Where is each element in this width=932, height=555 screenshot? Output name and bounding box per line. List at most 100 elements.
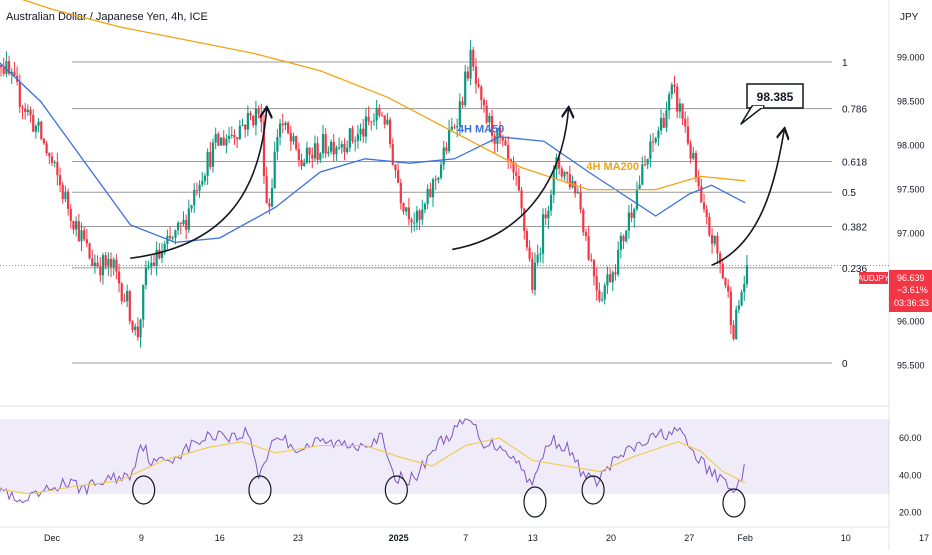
candle-body <box>37 121 40 126</box>
candle-body <box>179 222 182 225</box>
candle-body <box>665 110 668 128</box>
ma200-label: 4H MA200 <box>586 161 639 173</box>
candle-body <box>415 210 419 223</box>
candle-body <box>13 71 16 76</box>
candle-body <box>354 140 357 142</box>
fib-label-4: 0.382 <box>842 223 867 234</box>
price-tick-1: 98.500 <box>897 97 925 107</box>
candle-body <box>662 117 665 128</box>
candle-body <box>64 191 67 200</box>
fib-label-6: 0 <box>842 359 848 370</box>
candle-body <box>493 135 496 144</box>
rsi-circle-1 <box>248 475 272 505</box>
rsi-circle-3 <box>523 486 547 518</box>
target-callout: 98.385 <box>740 83 804 125</box>
candle-body <box>547 210 550 219</box>
candle-body <box>209 152 212 167</box>
fib-label-0: 1 <box>842 58 848 69</box>
candle-body <box>10 71 13 74</box>
candle-body <box>72 220 75 230</box>
candle-body <box>477 83 480 87</box>
candle-body <box>26 109 29 112</box>
candle-body <box>525 231 529 248</box>
date-tick-8: 27 <box>684 533 694 543</box>
candle-body <box>678 103 681 112</box>
candle-body <box>692 152 695 159</box>
candle-body <box>75 221 78 230</box>
candle-body <box>563 172 566 177</box>
candle-body <box>134 326 137 330</box>
candle-body <box>112 259 115 268</box>
candle-body <box>405 207 408 212</box>
date-tick-11: 17 <box>919 533 929 543</box>
candle-body <box>316 143 319 160</box>
candle-body <box>297 149 300 160</box>
candle-body <box>464 71 467 106</box>
candle-body <box>434 179 437 181</box>
candle-body <box>496 127 499 144</box>
candle-body <box>590 259 593 261</box>
rsi-tick-2: 20.00 <box>899 508 922 518</box>
time-axis: Dec9162320257132027Feb101724Ma <box>44 533 929 543</box>
candle-body <box>292 136 295 142</box>
candle-body <box>246 112 249 130</box>
candle-body <box>418 210 421 220</box>
candle-body <box>407 207 410 220</box>
candle-body <box>700 186 703 203</box>
fibonacci-levels: 1 0.786 0.618 0.5 0.382 0.236 0 <box>72 58 867 370</box>
price-tick-7: 95.500 <box>897 361 925 371</box>
candle-body <box>329 141 333 152</box>
candle-body <box>265 176 268 204</box>
candle-body <box>705 209 708 217</box>
candle-body <box>380 115 384 117</box>
price-tag-change: −3.61% <box>897 285 928 295</box>
date-tick-0: Dec <box>44 533 61 543</box>
candle-body <box>53 162 56 164</box>
candle-body <box>117 271 121 284</box>
candle-body <box>490 116 494 136</box>
candle-body <box>466 71 469 79</box>
candle-body <box>413 222 416 224</box>
projection-arrow-2 <box>711 130 785 267</box>
candle-body <box>139 319 142 338</box>
candle-body <box>150 262 153 267</box>
candle-body <box>372 120 376 122</box>
candle-body <box>512 161 515 173</box>
candle-body <box>445 147 448 152</box>
candle-body <box>745 265 749 284</box>
price-tag-box <box>889 270 932 312</box>
candle-body <box>227 135 231 139</box>
candle-body <box>56 162 59 176</box>
candle-body <box>713 235 716 244</box>
candle-body <box>394 164 397 171</box>
candle-body <box>576 192 580 194</box>
rsi-pane <box>0 418 746 504</box>
candle-body <box>69 208 72 221</box>
candle-body <box>174 230 177 238</box>
rsi-circles <box>132 475 746 518</box>
candle-body <box>348 128 351 148</box>
price-tick-2: 98.000 <box>897 141 925 151</box>
candle-body <box>144 267 148 285</box>
candle-body <box>305 147 309 163</box>
candle-body <box>193 190 196 206</box>
candle-body <box>657 130 660 139</box>
candle-body <box>611 272 614 283</box>
projection-arrow-0 <box>130 109 266 260</box>
candle-body <box>131 321 134 330</box>
candle-body <box>359 128 362 135</box>
candle-body <box>544 214 547 219</box>
candle-body <box>643 164 647 166</box>
candle-body <box>603 285 606 300</box>
candle-body <box>24 108 27 112</box>
candle-body <box>136 326 139 338</box>
symbol-tag-text: AUDJPY <box>858 274 890 283</box>
candle-body <box>7 61 11 74</box>
rsi-circle-4 <box>581 475 605 505</box>
ma50-line <box>0 62 746 244</box>
candle-body <box>383 115 386 125</box>
candle-body <box>606 274 609 286</box>
date-tick-3: 23 <box>293 533 303 543</box>
candle-body <box>321 134 325 154</box>
candle-body <box>453 126 456 128</box>
